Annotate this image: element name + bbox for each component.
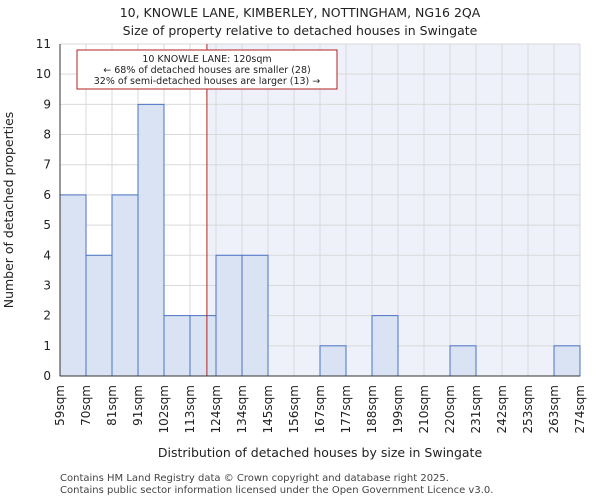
y-tick-label: 11: [36, 37, 51, 51]
bar: [111, 194, 139, 377]
chart-title: 10, KNOWLE LANE, KIMBERLEY, NOTTINGHAM, …: [120, 5, 481, 20]
x-tick-label: 210sqm: [417, 385, 431, 433]
annotation-line-2: ← 68% of detached houses are smaller (28…: [103, 65, 310, 76]
bar: [189, 315, 217, 377]
x-tick-label: 253sqm: [521, 385, 535, 433]
y-axis-label: Number of detached properties: [1, 112, 16, 309]
y-tick-label: 3: [43, 278, 51, 292]
annotation-line-3: 32% of semi-detached houses are larger (…: [94, 76, 321, 87]
x-tick-label: 231sqm: [469, 385, 483, 433]
x-tick-label: 167sqm: [313, 385, 327, 433]
x-tick-label: 59sqm: [53, 385, 67, 426]
x-tick-label: 274sqm: [573, 385, 587, 433]
x-tick-label: 188sqm: [365, 385, 379, 433]
bar: [449, 345, 477, 377]
bar: [59, 194, 87, 377]
bar: [319, 345, 347, 377]
y-tick-label: 7: [43, 158, 51, 172]
annotation-line-1: 10 KNOWLE LANE: 120sqm: [142, 54, 271, 65]
x-tick-label: 156sqm: [287, 385, 301, 433]
bar: [85, 254, 113, 377]
y-tick-label: 8: [43, 128, 51, 142]
x-tick-label: 102sqm: [157, 385, 171, 433]
x-tick-label: 70sqm: [79, 385, 93, 426]
chart-subtitle: Size of property relative to detached ho…: [123, 23, 478, 38]
y-tick-label: 1: [43, 339, 51, 353]
x-tick-label: 134sqm: [235, 385, 249, 433]
bar: [241, 254, 269, 377]
footer-line-1: Contains HM Land Registry data © Crown c…: [60, 473, 449, 484]
footer: Contains HM Land Registry data © Crown c…: [60, 473, 493, 497]
y-tick-label: 2: [43, 309, 51, 323]
bar: [163, 315, 191, 377]
x-tick-label: 242sqm: [495, 385, 509, 433]
y-tick-label: 4: [43, 248, 51, 262]
y-tick-label: 10: [36, 67, 51, 81]
footer-line-2: Contains public sector information licen…: [60, 485, 494, 496]
y-tick-label: 0: [43, 369, 51, 383]
x-axis-label: Distribution of detached houses by size …: [158, 445, 483, 460]
x-tick-label: 113sqm: [183, 385, 197, 433]
x-tick-label: 91sqm: [131, 385, 145, 426]
annotation-box: 10 KNOWLE LANE: 120sqm ← 68% of detached…: [76, 49, 338, 90]
y-tick-label: 6: [43, 188, 51, 202]
x-tick-label: 263sqm: [547, 385, 561, 433]
y-tick-label: 9: [43, 97, 51, 111]
x-tick-label: 81sqm: [105, 385, 119, 426]
bar: [137, 103, 165, 377]
bar: [553, 345, 581, 377]
x-tick-label: 177sqm: [339, 385, 353, 433]
x-tick-label: 145sqm: [261, 385, 275, 433]
y-tick-label: 5: [43, 218, 51, 232]
bar: [371, 315, 399, 377]
x-tick-label: 199sqm: [391, 385, 405, 433]
x-tick-label: 220sqm: [443, 385, 457, 433]
x-tick-label: 124sqm: [209, 385, 223, 433]
bar: [215, 254, 243, 377]
